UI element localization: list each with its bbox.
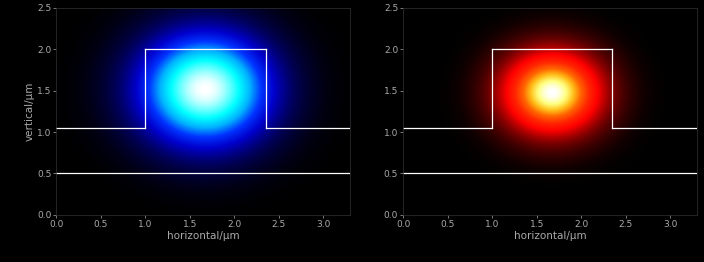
X-axis label: horizontal/μm: horizontal/μm <box>514 232 586 242</box>
X-axis label: horizontal/μm: horizontal/μm <box>167 232 239 242</box>
Y-axis label: vertical/μm: vertical/μm <box>25 82 34 141</box>
